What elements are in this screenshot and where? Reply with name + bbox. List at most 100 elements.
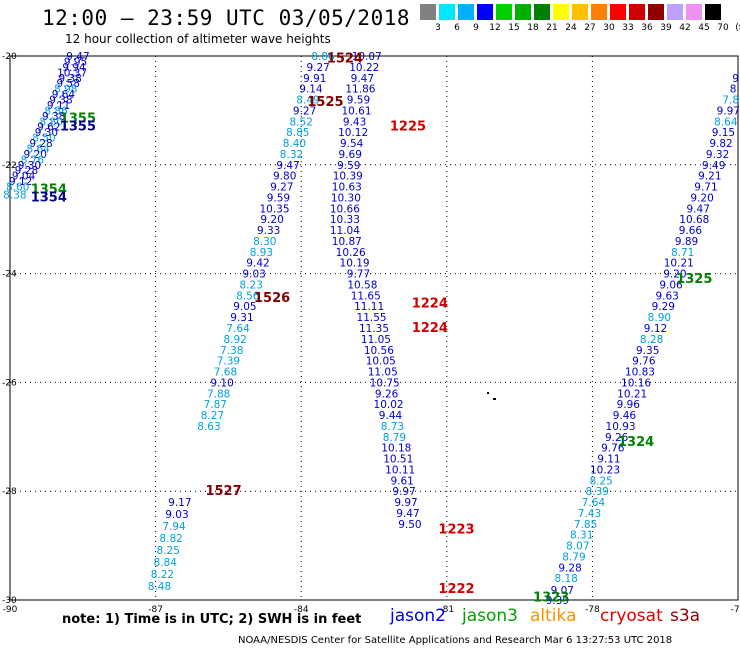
wave-height-value: 9.59 (347, 95, 370, 107)
wave-height-value: 9.47 (66, 51, 89, 63)
pass-number-label: 1355 (60, 120, 96, 135)
wave-height-value: 10.35 (259, 203, 289, 215)
track-1225: 10.0710.229.4711.869.5910.619.4310.129.5… (330, 51, 391, 346)
scale-label: 6 (454, 23, 460, 33)
wave-height-value: 10.66 (330, 203, 360, 215)
wave-height-value: 9.61 (390, 475, 413, 487)
wave-height-value: 8.93 (250, 247, 273, 259)
scale-swatch (572, 4, 588, 20)
scale-label: 12 (489, 23, 501, 33)
wave-height-value: 8.82 (159, 533, 182, 545)
wave-height-value: 9.26 (375, 388, 399, 400)
wave-height-value: 8.64 (714, 116, 738, 128)
wave-height-value: 11.55 (357, 312, 387, 324)
island-dot (493, 398, 496, 400)
wave-height-value: 9.11 (597, 454, 620, 466)
wave-height-value: 10.19 (340, 258, 370, 270)
island-marker (487, 392, 496, 400)
satellite-name-s3a: s3a (670, 606, 701, 626)
track-1527: 9.179.037.948.828.258.848.228.48 (148, 497, 192, 593)
scale-swatch (610, 4, 626, 20)
wave-height-value: 9.94 (62, 62, 86, 74)
pass-number-label: 1524 (327, 52, 363, 67)
wave-height-value: 9.97 (392, 486, 415, 498)
scale-label: 27 (584, 23, 596, 33)
wave-height-value: 8.85 (286, 127, 309, 139)
wave-height-value: 10.16 (621, 377, 651, 389)
y-tick-label: -26 (2, 378, 17, 388)
wave-height-value: 8.25 (157, 545, 180, 557)
pass-number-label: 1222 (438, 582, 474, 597)
wave-height-value: 8 (730, 84, 737, 96)
satellite-name-altika: altika (530, 606, 577, 626)
wave-height-value: 9.28 (15, 165, 38, 177)
scale-label: 15 (508, 23, 520, 33)
scale-swatch (629, 4, 645, 20)
wave-height-value: 9.42 (246, 258, 269, 270)
wave-height-value: 9.49 (702, 160, 725, 172)
wave-height-value: 8.60 (6, 182, 29, 194)
wave-height-value: 8.80 (40, 116, 63, 128)
wave-height-value: 10.58 (347, 279, 377, 291)
scale-label: 42 (679, 23, 691, 33)
wave-height-value: 9.64 (52, 89, 76, 101)
pass-number-label: 1324 (618, 435, 654, 450)
wave-height-value: 9.47 (396, 508, 419, 520)
wave-height-value: 10.05 (366, 356, 396, 368)
wave-height-value: 9.76 (601, 443, 625, 455)
wave-height-value: 9.11 (47, 100, 70, 112)
wave-height-value: 7.68 (214, 367, 237, 379)
wave-height-value: 9.96 (617, 399, 641, 411)
y-tick-label: -28 (2, 487, 17, 497)
satellite-name-jason3: jason3 (462, 606, 518, 626)
wave-height-value: 8.79 (562, 551, 585, 563)
wave-height-value: 8.64 (26, 143, 50, 155)
wave-height-value: 9.28 (558, 562, 581, 574)
wave-height-value: 9.58 (57, 78, 80, 90)
wave-height-value: 9.32 (706, 149, 729, 161)
wave-height-value: 9.77 (347, 269, 370, 281)
wave-height-value: 9.28 (29, 138, 52, 150)
wave-height-value: 8.28 (640, 334, 663, 346)
wave-height-value: 10.30 (331, 192, 361, 204)
wave-height-value: 10.68 (679, 214, 709, 226)
scale-label: 70 (717, 23, 729, 33)
wave-height-value: 8.86 (311, 51, 335, 63)
wave-height-value: 8.84 (154, 557, 178, 569)
wave-height-value: 10.02 (374, 399, 404, 411)
scale-swatch (553, 4, 569, 20)
wave-height-value: 9.54 (340, 138, 364, 150)
wave-height-value: 10.26 (336, 247, 366, 259)
wave-height-value: 9 (732, 73, 739, 85)
wave-height-value: 7.87 (204, 399, 227, 411)
wave-height-value: 8.79 (383, 432, 406, 444)
wave-height-value: 9.71 (694, 182, 717, 194)
wave-height-value: 8.40 (283, 138, 306, 150)
pass-number-label: 1325 (676, 272, 712, 287)
pass-number-label: 1527 (205, 484, 241, 499)
wave-height-value: 10.61 (341, 105, 371, 117)
pass-number-label: 1354 (31, 190, 67, 205)
wave-height-value: 10.87 (332, 236, 362, 248)
wave-height-value: 9.20 (260, 214, 283, 226)
pass-number-label: 1526 (254, 291, 290, 306)
wave-height-value: 9.43 (343, 116, 366, 128)
wave-height-value: 8.30 (253, 236, 276, 248)
wave-height-value: 8.76 (21, 154, 45, 166)
wave-height-value: 8.07 (566, 541, 589, 553)
pass-number-label: 1354 (31, 182, 67, 197)
wave-height-value: 9.97 (394, 497, 417, 509)
pass-number-label: 1223 (438, 522, 474, 537)
wave-height-value: 8.32 (280, 149, 303, 161)
track-1526: 8.869.279.919.148.499.278.528.858.408.32… (197, 51, 335, 433)
scale-swatch (515, 4, 531, 20)
map-subtitle: 12 hour collection of altimeter wave hei… (65, 32, 331, 46)
wave-height-value: 10.39 (333, 171, 363, 183)
wave-height-value: 8.98 (54, 84, 77, 96)
wave-height-value: 10.33 (330, 214, 360, 226)
wave-height-value: 9.20 (24, 149, 47, 161)
pass-number-label: 1224 (412, 321, 448, 336)
wave-height-value: 9.30 (18, 160, 41, 172)
wave-height-value: 10.22 (349, 62, 379, 74)
